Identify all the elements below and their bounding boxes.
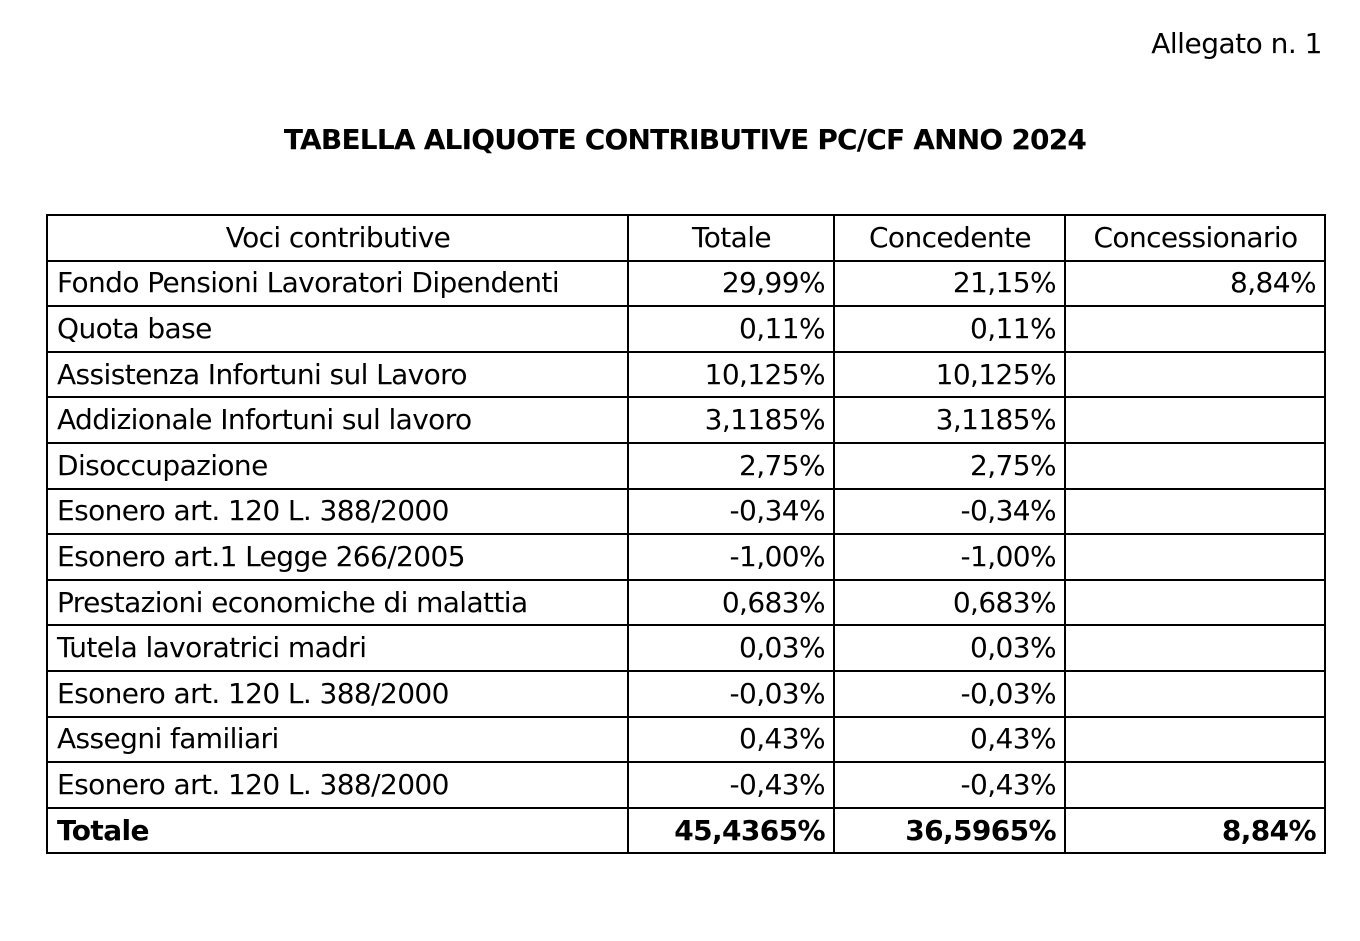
- total-concessionario-cell: 8,84%: [1064, 806, 1326, 855]
- table-row: Disoccupazione 2,75% 2,75%: [46, 441, 1326, 490]
- attachment-label: Allegato n. 1: [1151, 27, 1322, 60]
- column-header-concessionario: Concessionario: [1064, 214, 1326, 262]
- totale-cell: 0,683%: [627, 578, 835, 627]
- table-row: Esonero art.1 Legge 266/2005 -1,00% -1,0…: [46, 533, 1326, 581]
- totale-cell: -0,03%: [627, 669, 835, 718]
- column-header-concedente: Concedente: [833, 214, 1066, 262]
- row-label: Disoccupazione: [46, 441, 629, 490]
- concessionario-cell: [1064, 715, 1326, 764]
- column-header-voci: Voci contributive: [46, 214, 629, 262]
- concedente-cell: 10,125%: [833, 350, 1066, 399]
- contribution-rates-table: Voci contributive Totale Concedente Conc…: [46, 214, 1326, 855]
- page-title: TABELLA ALIQUOTE CONTRIBUTIVE PC/CF ANNO…: [283, 123, 1087, 156]
- row-label: Prestazioni economiche di malattia: [46, 578, 629, 627]
- totale-cell: 29,99%: [627, 259, 835, 308]
- table-row: Assegni familiari 0,43% 0,43%: [46, 715, 1326, 764]
- totale-cell: 0,11%: [627, 305, 835, 353]
- concessionario-cell: [1064, 350, 1326, 399]
- concessionario-cell: [1064, 487, 1326, 536]
- concedente-cell: -0,03%: [833, 669, 1066, 718]
- concedente-cell: 2,75%: [833, 441, 1066, 490]
- table-row: Prestazioni economiche di malattia 0,683…: [46, 578, 1326, 627]
- concessionario-cell: [1064, 305, 1326, 353]
- totale-cell: -0,43%: [627, 761, 835, 809]
- table-header-row: Voci contributive Totale Concedente Conc…: [46, 214, 1326, 262]
- concessionario-cell: [1064, 441, 1326, 490]
- table-row: Fondo Pensioni Lavoratori Dipendenti 29,…: [46, 259, 1326, 308]
- row-label: Esonero art. 120 L. 388/2000: [46, 487, 629, 536]
- concessionario-cell: [1064, 669, 1326, 718]
- row-label: Fondo Pensioni Lavoratori Dipendenti: [46, 259, 629, 308]
- totale-cell: 0,43%: [627, 715, 835, 764]
- row-label: Assistenza Infortuni sul Lavoro: [46, 350, 629, 399]
- table-row: Quota base 0,11% 0,11%: [46, 305, 1326, 353]
- concedente-cell: 0,683%: [833, 578, 1066, 627]
- table-row: Esonero art. 120 L. 388/2000 -0,43% -0,4…: [46, 761, 1326, 809]
- totale-cell: 0,03%: [627, 624, 835, 672]
- concedente-cell: 0,03%: [833, 624, 1066, 672]
- total-label: Totale: [46, 806, 629, 855]
- row-label: Addizionale Infortuni sul lavoro: [46, 396, 629, 444]
- row-label: Esonero art. 120 L. 388/2000: [46, 761, 629, 809]
- row-label: Esonero art.1 Legge 266/2005: [46, 533, 629, 581]
- totale-cell: 10,125%: [627, 350, 835, 399]
- column-header-totale: Totale: [627, 214, 835, 262]
- total-row: Totale 45,4365% 36,5965% 8,84%: [46, 806, 1326, 855]
- concedente-cell: -0,43%: [833, 761, 1066, 809]
- table-row: Esonero art. 120 L. 388/2000 -0,34% -0,3…: [46, 487, 1326, 536]
- concedente-cell: 21,15%: [833, 259, 1066, 308]
- total-totale-cell: 45,4365%: [627, 806, 835, 855]
- totale-cell: 2,75%: [627, 441, 835, 490]
- totale-cell: 3,1185%: [627, 396, 835, 444]
- concedente-cell: -0,34%: [833, 487, 1066, 536]
- concedente-cell: 0,43%: [833, 715, 1066, 764]
- row-label: Esonero art. 120 L. 388/2000: [46, 669, 629, 718]
- row-label: Assegni familiari: [46, 715, 629, 764]
- concessionario-cell: 8,84%: [1064, 259, 1326, 308]
- concessionario-cell: [1064, 533, 1326, 581]
- concessionario-cell: [1064, 396, 1326, 444]
- concessionario-cell: [1064, 624, 1326, 672]
- table-row: Addizionale Infortuni sul lavoro 3,1185%…: [46, 396, 1326, 444]
- concessionario-cell: [1064, 578, 1326, 627]
- totale-cell: -1,00%: [627, 533, 835, 581]
- concessionario-cell: [1064, 761, 1326, 809]
- total-concedente-cell: 36,5965%: [833, 806, 1066, 855]
- totale-cell: -0,34%: [627, 487, 835, 536]
- table-row: Tutela lavoratrici madri 0,03% 0,03%: [46, 624, 1326, 672]
- row-label: Tutela lavoratrici madri: [46, 624, 629, 672]
- row-label: Quota base: [46, 305, 629, 353]
- table-row: Esonero art. 120 L. 388/2000 -0,03% -0,0…: [46, 669, 1326, 718]
- table-row: Assistenza Infortuni sul Lavoro 10,125% …: [46, 350, 1326, 399]
- concedente-cell: 0,11%: [833, 305, 1066, 353]
- concedente-cell: 3,1185%: [833, 396, 1066, 444]
- concedente-cell: -1,00%: [833, 533, 1066, 581]
